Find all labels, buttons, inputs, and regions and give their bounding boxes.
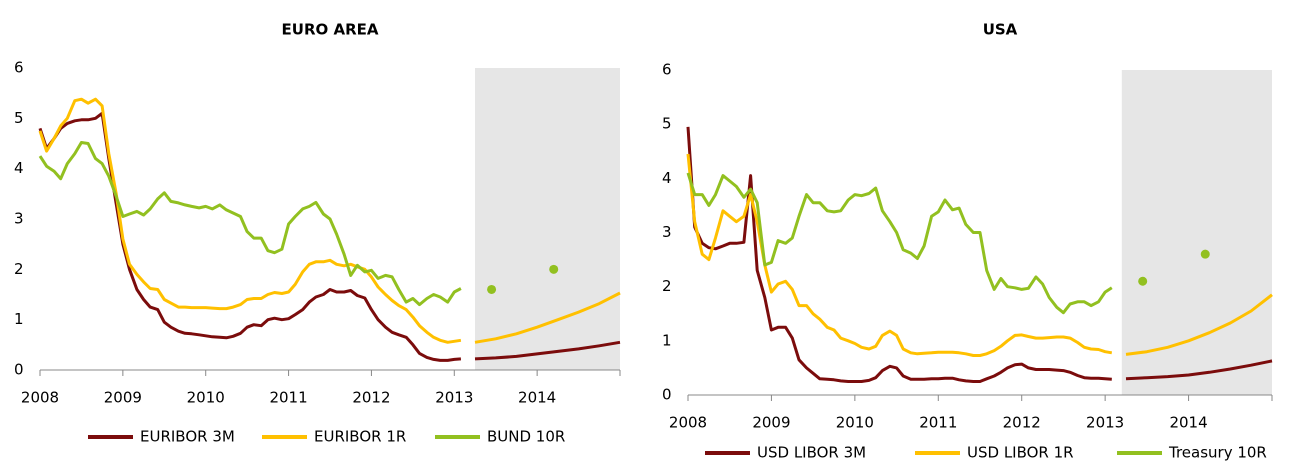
y-tick-label: 3 (14, 210, 24, 228)
x-tick-label: 2011 (269, 389, 307, 407)
x-tick-label: 2009 (752, 414, 790, 432)
x-tick-label: 2014 (518, 389, 556, 407)
x-tick-label: 2011 (919, 414, 957, 432)
chart-title: USA (983, 21, 1018, 39)
x-tick-label: 2008 (669, 414, 707, 432)
y-tick-label: 2 (662, 277, 672, 295)
forecast-shade (1121, 70, 1272, 395)
chart-title: EURO AREA (282, 21, 379, 39)
series-line (38, 141, 462, 307)
x-tick-label: 2013 (435, 389, 473, 407)
legend-label: BUND 10R (487, 428, 565, 446)
y-tick-label: 0 (662, 386, 672, 404)
x-tick-label: 2012 (352, 389, 390, 407)
x-tick-label: 2012 (1003, 414, 1041, 432)
series-line (686, 172, 1113, 315)
x-tick-label: 2009 (104, 389, 142, 407)
forecast-point (1138, 276, 1148, 286)
forecast-point (1200, 249, 1210, 259)
y-tick-label: 5 (14, 109, 24, 127)
x-tick-label: 2014 (1169, 414, 1207, 432)
legend-label: Treasury 10R (1168, 444, 1267, 462)
y-tick-label: 5 (662, 115, 672, 133)
y-tick-label: 3 (662, 223, 672, 241)
x-tick-label: 2010 (836, 414, 874, 432)
y-tick-label: 1 (662, 331, 672, 349)
legend-label: USD LIBOR 1R (967, 444, 1074, 462)
series-line (686, 153, 1273, 357)
x-tick-label: 2013 (1086, 414, 1124, 432)
y-tick-label: 2 (14, 260, 24, 278)
y-tick-label: 6 (662, 61, 672, 79)
y-tick-label: 6 (14, 59, 24, 77)
forecast-point (487, 284, 497, 294)
y-tick-label: 1 (14, 310, 24, 328)
legend-label: EURIBOR 1R (314, 428, 406, 446)
series-line (38, 97, 621, 344)
legend-label: EURIBOR 3M (140, 428, 235, 446)
forecast-shade (475, 68, 620, 370)
legend-label: USD LIBOR 3M (757, 444, 866, 462)
x-tick-label: 2008 (21, 389, 59, 407)
forecast-point (549, 264, 559, 274)
y-tick-label: 4 (662, 169, 672, 187)
y-tick-label: 0 (14, 361, 24, 379)
y-tick-label: 4 (14, 159, 24, 177)
x-tick-label: 2010 (187, 389, 225, 407)
series-line (686, 126, 1273, 383)
